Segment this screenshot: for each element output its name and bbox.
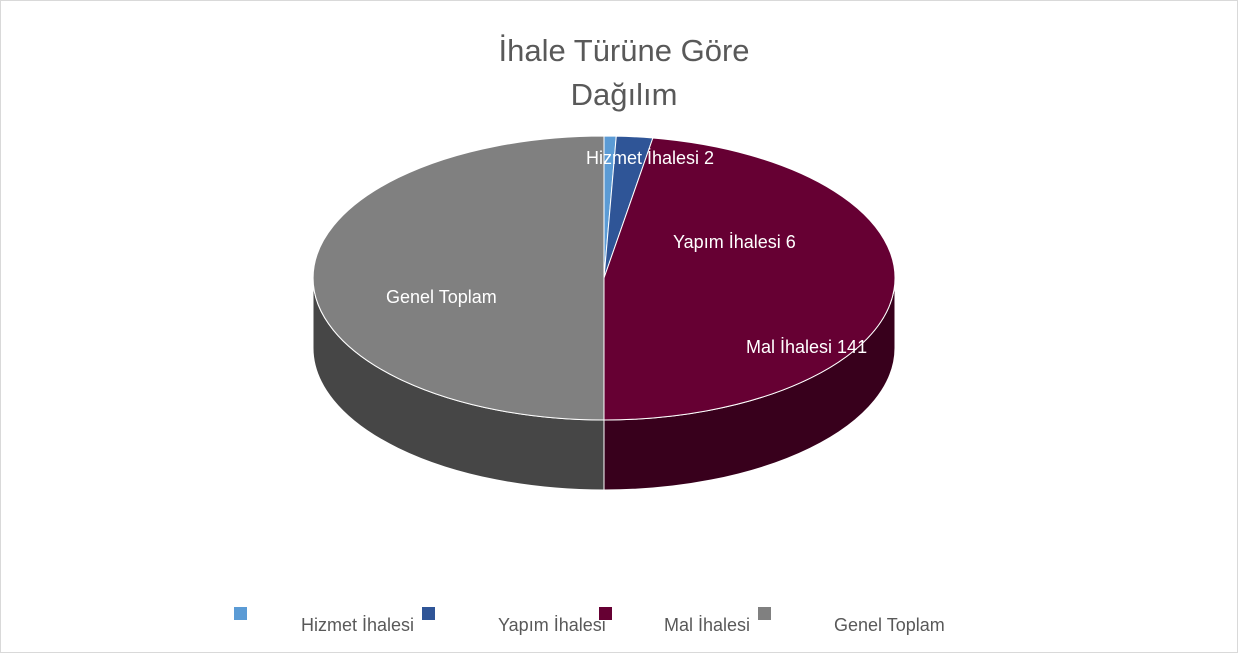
pie-slice [312,135,605,421]
data-label: Hizmet İhalesi 2 [586,148,714,168]
legend-label: Mal İhalesi [664,615,750,635]
legend-swatch [758,607,771,620]
legend-label: Yapım İhalesi [498,615,606,635]
data-label-value: 6 [786,232,796,252]
data-label-name: Yapım İhalesi [673,232,781,252]
data-label: Mal İhalesi 141 [746,337,867,357]
legend-label: Hizmet İhalesi [301,615,414,635]
data-label-name: Genel Toplam [386,287,497,307]
pie-slice [603,137,896,421]
data-label-value: 141 [837,337,867,357]
data-label-value: 2 [704,148,714,168]
legend-swatch [599,607,612,620]
data-label-name: Hizmet İhalesi [586,148,699,168]
legend-label: Genel Toplam [834,615,945,635]
data-label: Yapım İhalesi 6 [673,232,796,252]
data-label: Genel Toplam [386,287,497,307]
chart-title: İhale Türüne Göre Dağılım [498,33,750,112]
data-label-name: Mal İhalesi [746,337,832,357]
legend-swatch [234,607,247,620]
legend-swatch [422,607,435,620]
